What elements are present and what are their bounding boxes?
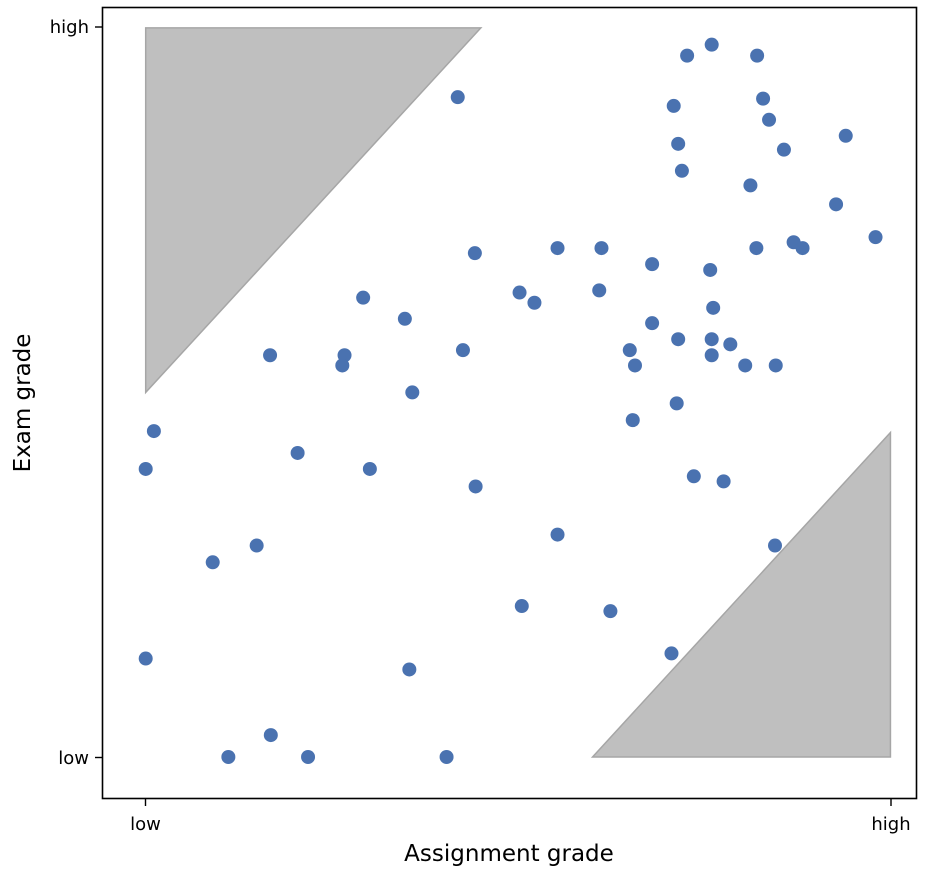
data-point bbox=[625, 413, 640, 428]
data-point bbox=[723, 337, 738, 352]
x-tick-label-high: high bbox=[871, 814, 910, 835]
shaded-regions bbox=[144, 27, 892, 758]
data-point bbox=[514, 599, 529, 614]
data-point bbox=[603, 604, 618, 619]
x-axis: low high Assignment grade bbox=[130, 799, 911, 867]
data-point bbox=[455, 343, 470, 358]
data-point bbox=[249, 538, 264, 553]
data-point bbox=[362, 461, 377, 476]
data-point bbox=[550, 527, 565, 542]
data-point bbox=[671, 136, 686, 151]
data-point bbox=[527, 295, 542, 310]
data-point bbox=[756, 91, 771, 106]
data-point bbox=[703, 262, 718, 277]
data-point bbox=[263, 728, 278, 743]
data-point bbox=[768, 358, 783, 373]
data-points bbox=[138, 37, 883, 764]
data-point bbox=[301, 749, 316, 764]
data-point bbox=[680, 48, 695, 63]
x-tick-label-low: low bbox=[130, 814, 161, 835]
y-tick-label-high: high bbox=[50, 17, 89, 38]
data-point bbox=[468, 479, 483, 494]
data-point bbox=[838, 128, 853, 143]
data-point bbox=[762, 112, 777, 127]
x-axis-label: Assignment grade bbox=[404, 841, 614, 867]
y-tick-label-low: low bbox=[58, 748, 89, 769]
data-point bbox=[627, 358, 642, 373]
data-point bbox=[405, 385, 420, 400]
data-point bbox=[138, 461, 153, 476]
data-point bbox=[669, 396, 684, 411]
data-point bbox=[205, 555, 220, 570]
data-point bbox=[221, 749, 236, 764]
data-point bbox=[645, 316, 660, 331]
data-point bbox=[592, 283, 607, 298]
data-point bbox=[356, 290, 371, 305]
data-point bbox=[738, 358, 753, 373]
data-point bbox=[795, 241, 810, 256]
data-point bbox=[402, 662, 417, 677]
data-point bbox=[704, 348, 719, 363]
data-point bbox=[263, 348, 278, 363]
data-point bbox=[671, 332, 686, 347]
data-point bbox=[550, 241, 565, 256]
plot-frame bbox=[101, 6, 918, 800]
data-point bbox=[743, 178, 758, 193]
data-point bbox=[686, 469, 701, 484]
data-point bbox=[146, 424, 161, 439]
data-point bbox=[467, 246, 482, 261]
data-point bbox=[750, 48, 765, 63]
data-point bbox=[594, 241, 609, 256]
data-point bbox=[674, 163, 689, 178]
data-point bbox=[706, 300, 721, 315]
data-point bbox=[512, 285, 527, 300]
data-point bbox=[749, 241, 764, 256]
data-point bbox=[829, 197, 844, 212]
data-point bbox=[704, 37, 719, 52]
shaded-region-exam-much-higher bbox=[144, 27, 483, 395]
data-point bbox=[622, 343, 637, 358]
y-axis: high low Exam grade bbox=[10, 17, 102, 769]
data-point bbox=[290, 445, 305, 460]
data-point bbox=[645, 257, 660, 272]
data-point bbox=[868, 230, 883, 245]
data-point bbox=[664, 646, 679, 661]
data-point bbox=[716, 474, 731, 489]
shaded-region-assignment-much-higher bbox=[590, 430, 892, 758]
data-point bbox=[335, 358, 350, 373]
data-point bbox=[450, 90, 465, 105]
data-point bbox=[666, 98, 681, 113]
data-point bbox=[704, 332, 719, 347]
y-axis-label: Exam grade bbox=[10, 334, 36, 473]
data-point bbox=[767, 538, 782, 553]
data-point bbox=[439, 749, 454, 764]
data-point bbox=[397, 311, 412, 326]
data-point bbox=[138, 651, 153, 666]
data-point bbox=[776, 142, 791, 157]
